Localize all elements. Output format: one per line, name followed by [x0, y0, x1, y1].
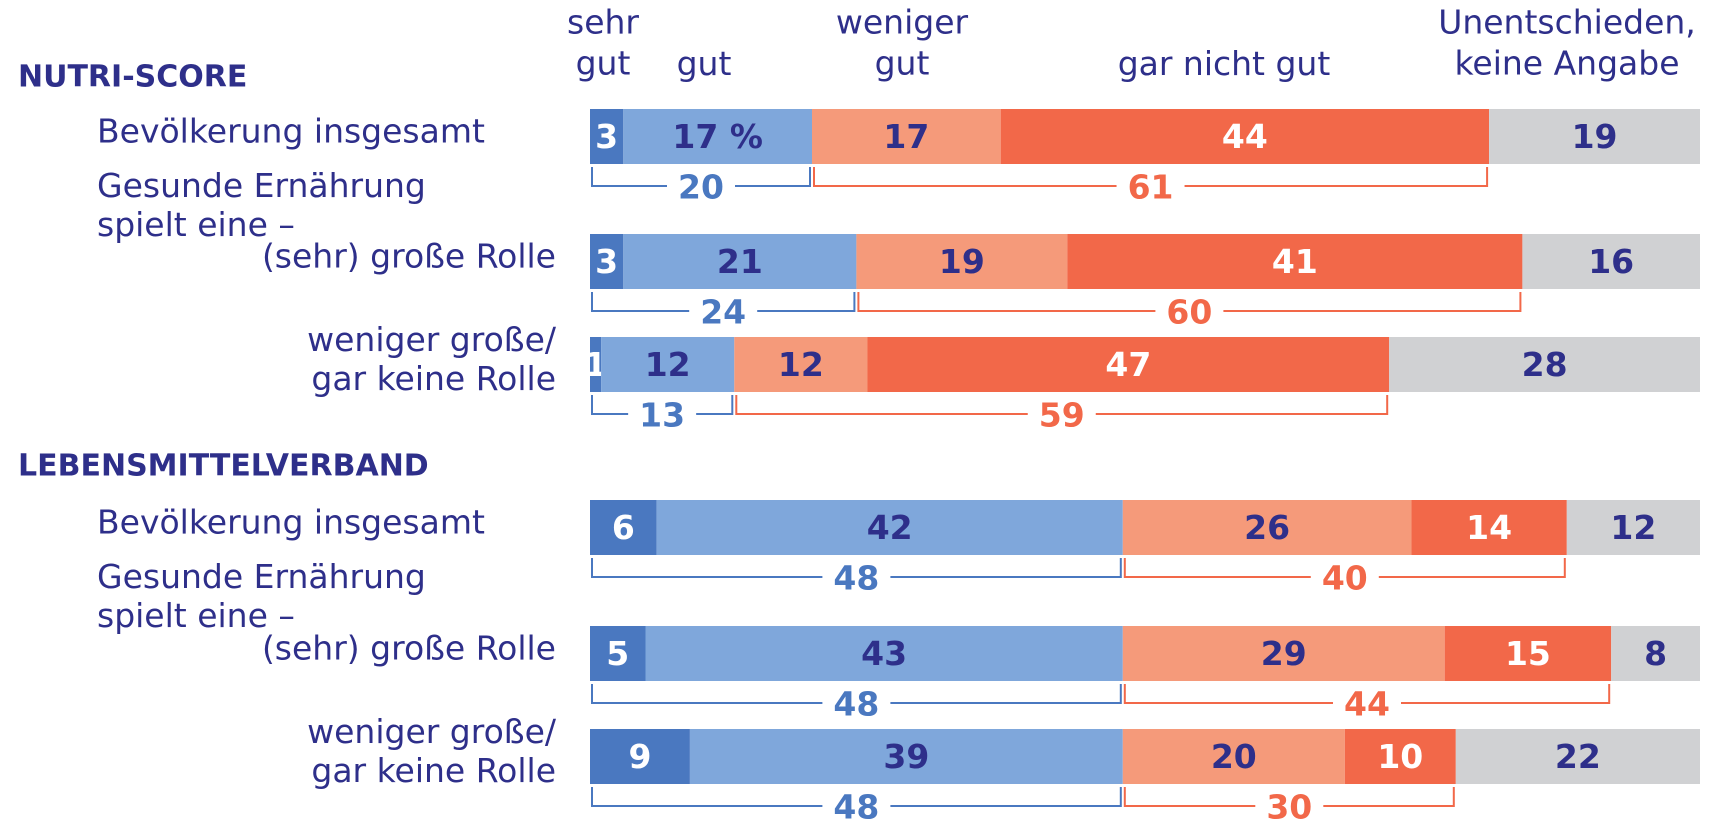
value-label: 3: [595, 117, 618, 156]
total-label: 59: [1039, 396, 1085, 435]
bracket-gap: [822, 685, 891, 721]
total-label: 60: [1166, 293, 1212, 332]
bar-segment: [1122, 729, 1345, 784]
total-label: 61: [1128, 168, 1174, 207]
bar-segment: [601, 337, 735, 392]
legend-label: sehr gut: [567, 2, 639, 82]
bracket-gap: [667, 168, 735, 204]
value-label: 21: [717, 242, 763, 281]
total-label: 24: [700, 293, 746, 332]
bar-segment: [590, 729, 690, 784]
bar-segment: [1067, 234, 1523, 289]
legend-label: Unentschieden, keine Angabe: [1438, 2, 1696, 82]
value-label: 22: [1555, 737, 1601, 776]
total-label: 44: [1344, 685, 1390, 724]
value-label: 3: [595, 242, 618, 281]
bar-segment: [590, 337, 602, 392]
group-title: LEBENSMITTELVERBAND: [18, 449, 429, 484]
value-label: 44: [1222, 117, 1268, 156]
bracket-gap: [822, 559, 891, 595]
bar-segment: [590, 109, 624, 164]
value-label: 17: [883, 117, 929, 156]
value-label: 5: [606, 634, 629, 673]
bracket-gap: [689, 293, 758, 329]
bar-segment: [1411, 500, 1567, 555]
bracket-gap: [1255, 788, 1324, 824]
bracket-gap: [1333, 685, 1401, 721]
value-label: 10: [1377, 737, 1423, 776]
value-label: 20: [1211, 737, 1257, 776]
category-label: Bevölkerung insgesamt: [97, 111, 485, 150]
bar-segment: [1344, 729, 1456, 784]
total-label: 48: [833, 788, 879, 827]
total-label: 40: [1322, 559, 1368, 598]
total-label: 48: [833, 685, 879, 724]
total-label: 20: [678, 168, 724, 207]
bar-segment: [812, 109, 1001, 164]
value-label: 12: [778, 345, 824, 384]
bar-segment: [623, 109, 812, 164]
bracket-gap: [1027, 396, 1096, 432]
subheading: Gesunde Ernährung spielt eine –: [97, 557, 426, 635]
category-label: Bevölkerung insgesamt: [97, 502, 485, 541]
total-label: 48: [833, 559, 879, 598]
legend-label: gar nicht gut: [1118, 44, 1331, 83]
bar-segment: [645, 626, 1123, 681]
bar-segment: [1122, 500, 1412, 555]
legend-label: gut: [677, 44, 732, 83]
bar-segment: [1122, 626, 1445, 681]
bar-segment: [590, 626, 646, 681]
value-label: 39: [883, 737, 929, 776]
category-label: weniger große/gar keine Rolle: [307, 320, 557, 398]
value-label: 26: [1244, 508, 1290, 547]
bar-segment: [1489, 109, 1700, 164]
legend-label: weniger gut: [836, 2, 969, 82]
bracket-gap: [628, 396, 697, 432]
value-label: 14: [1466, 508, 1512, 547]
value-label: 28: [1522, 345, 1568, 384]
bar-segment: [1522, 234, 1700, 289]
value-label: 29: [1261, 634, 1307, 673]
value-label: 19: [1572, 117, 1618, 156]
value-label: 8: [1644, 634, 1667, 673]
category-label: (sehr) große Rolle: [262, 236, 556, 275]
category-label: (sehr) große Rolle: [262, 628, 556, 667]
bracket-gap: [1310, 559, 1379, 595]
bar-segment: [867, 337, 1390, 392]
bar-segment: [623, 234, 857, 289]
value-label: 43: [861, 634, 907, 673]
value-label: 16: [1588, 242, 1634, 281]
value-label: 47: [1105, 345, 1151, 384]
bar-segment: [1000, 109, 1490, 164]
bar-segment: [1455, 729, 1700, 784]
bar-segment: [656, 500, 1123, 555]
bar-segment: [590, 500, 657, 555]
bracket-gap: [1116, 168, 1185, 204]
value-label: 9: [628, 737, 651, 776]
category-label: weniger große/gar keine Rolle: [307, 712, 557, 790]
value-label: 17 %: [672, 117, 762, 156]
bar-segment: [734, 337, 868, 392]
bar-segment: [1389, 337, 1700, 392]
bar-segment: [1566, 500, 1700, 555]
total-label: 13: [639, 396, 685, 435]
value-label: 19: [939, 242, 985, 281]
bar-segment: [689, 729, 1123, 784]
group-title: NUTRI-SCORE: [18, 60, 247, 95]
value-label: 12: [1610, 508, 1656, 547]
bar-segment: [1444, 626, 1612, 681]
bar-segment: [590, 234, 624, 289]
value-label: 42: [867, 508, 913, 547]
total-label: 30: [1266, 788, 1312, 827]
bar-segment: [856, 234, 1068, 289]
bracket-gap: [822, 788, 891, 824]
value-label: 12: [645, 345, 691, 384]
value-label: 15: [1505, 634, 1551, 673]
subheading: Gesunde Ernährung spielt eine –: [97, 166, 426, 244]
bar-segment: [1611, 626, 1700, 681]
value-label: 6: [612, 508, 635, 547]
value-label: 41: [1272, 242, 1318, 281]
bracket-gap: [1155, 293, 1224, 329]
